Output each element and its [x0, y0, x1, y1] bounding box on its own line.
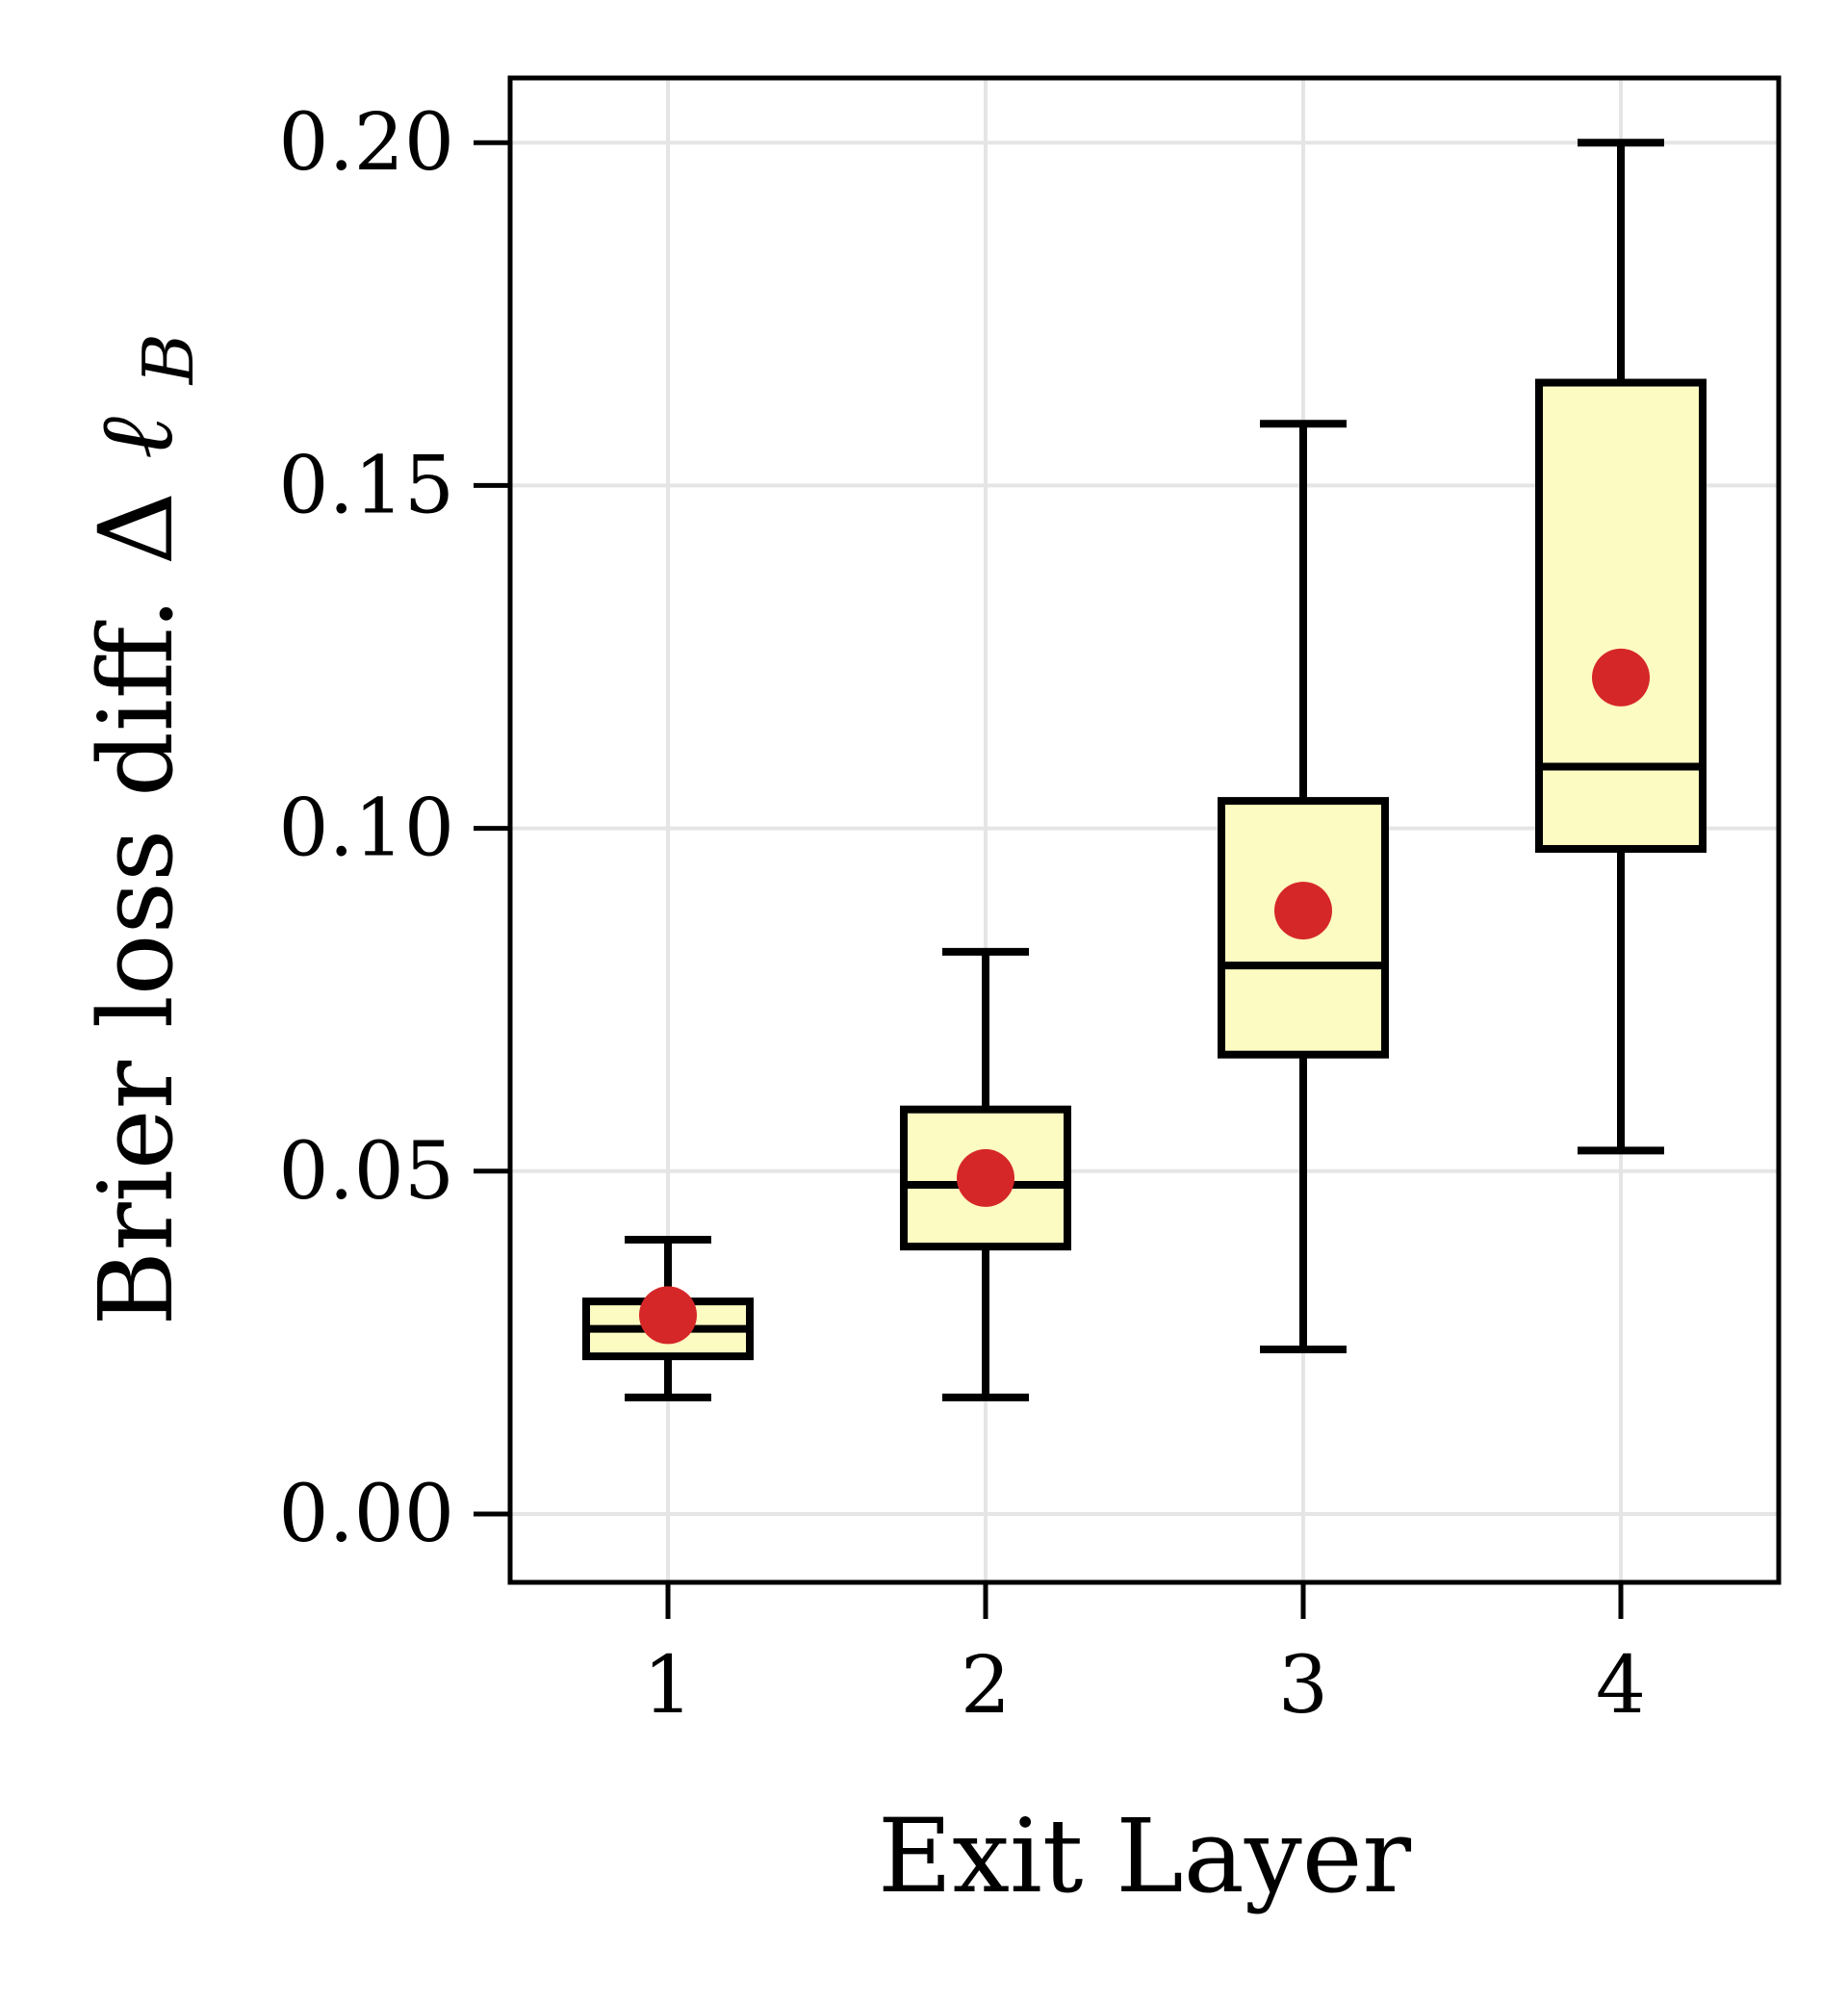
box-group	[1218, 420, 1389, 1354]
mean-marker	[639, 1286, 697, 1345]
y-tick-label: 0.10	[278, 783, 454, 875]
box-group	[582, 1236, 754, 1401]
mean-marker	[957, 1148, 1014, 1207]
y-tick-label: 0.05	[278, 1126, 454, 1218]
y-axis-label-subscript: B	[128, 333, 209, 386]
ticks: 0.00 0.05 0.10 0.15 0.20 1 2 3 4	[278, 97, 1646, 1732]
y-axis-label: Brier loss diff. Δ ℓ B	[77, 333, 209, 1325]
box-group	[900, 947, 1071, 1401]
y-tick-label: 0.20	[278, 97, 454, 189]
box-group	[1535, 139, 1707, 1155]
y-axis-label-text: Brier loss diff. Δ	[77, 492, 195, 1326]
y-axis-label-symbol: ℓ	[77, 417, 195, 459]
x-axis-label: Exit Layer	[878, 1797, 1412, 1915]
boxes	[582, 139, 1707, 1401]
x-tick-label: 3	[1278, 1640, 1328, 1732]
y-tick-label: 0.00	[278, 1469, 454, 1560]
box	[1535, 378, 1707, 853]
x-tick-label: 2	[961, 1640, 1011, 1732]
x-tick-label: 1	[643, 1640, 693, 1732]
x-tick-label: 4	[1596, 1640, 1646, 1732]
y-tick-label: 0.15	[278, 440, 454, 531]
mean-marker	[1274, 882, 1332, 940]
mean-marker	[1592, 648, 1650, 706]
